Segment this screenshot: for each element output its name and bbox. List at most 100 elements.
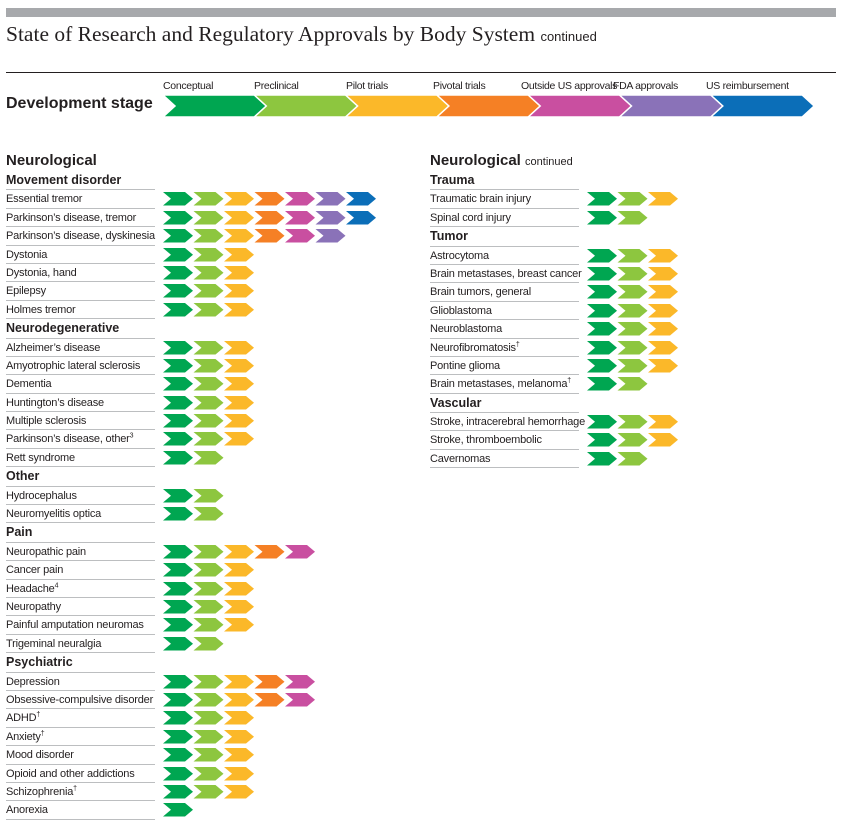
chevron-preclinical	[617, 358, 648, 373]
chevron-conceptual	[163, 229, 193, 243]
chevron-conceptual	[163, 450, 193, 465]
chevron-preclinical	[617, 415, 648, 429]
row-label: Neurofibromatosis†	[430, 339, 579, 357]
chevron-outside-us-approvals	[285, 692, 315, 707]
table-row: Neuromyelitis optica	[6, 505, 224, 524]
row-label-text: Essential tremor	[6, 193, 83, 206]
legend-segment-conceptual	[161, 94, 268, 118]
table-row: Stroke, thromboembolic	[430, 431, 678, 450]
table-row: Stroke, intracerebral hemorrhage	[430, 413, 678, 432]
chevron-conceptual	[163, 192, 193, 206]
chevron-preclinical	[193, 618, 224, 632]
chevron-pilot-trials	[648, 266, 678, 281]
stage-chevrons	[163, 284, 254, 298]
table-row: Opioid and other addictions	[6, 765, 254, 783]
row-label: Amyotrophic lateral sclerosis	[6, 357, 155, 376]
chevron-preclinical	[617, 192, 648, 206]
chevron-conceptual	[587, 358, 617, 373]
chevron-pivotal-trials	[254, 210, 285, 225]
row-label-text: Parkinson’s disease, other	[6, 433, 130, 446]
row-label-text: Cavernomas	[430, 452, 491, 465]
stage-chevrons	[587, 377, 648, 391]
stage-chevrons	[163, 229, 346, 243]
chevron-fda-approvals	[315, 229, 346, 243]
chevron-fda-approvals	[315, 192, 346, 206]
row-label-text: Painful amputation neuromas	[6, 619, 144, 632]
chevron-conceptual	[587, 192, 617, 206]
row-label-text: Pontine glioma	[430, 359, 500, 372]
stage-chevrons	[163, 766, 254, 780]
row-label-text: Glioblastoma	[430, 304, 492, 317]
stage-chevrons	[163, 247, 254, 262]
footnote-marker: 4	[54, 581, 59, 589]
chevron-conceptual	[587, 451, 617, 466]
stage-chevrons	[163, 784, 254, 799]
row-label-text: Brain tumors, general	[430, 286, 531, 299]
system-title: Neurological	[6, 151, 155, 171]
chevron-preclinical	[193, 674, 224, 689]
row-label: Neuromyelitis optica	[6, 505, 155, 524]
table-row: Rett syndrome	[6, 449, 224, 468]
system-title: Neurological continued	[430, 151, 579, 171]
chevron-preclinical	[193, 265, 224, 280]
footnote-marker: 3	[129, 432, 134, 440]
row-label: Mood disorder	[6, 746, 155, 765]
row-label: Neuropathy	[6, 598, 155, 617]
row-label-text: Neuropathic pain	[6, 545, 86, 558]
chevron-conceptual	[163, 581, 193, 596]
table-row: Huntington’s disease	[6, 394, 254, 413]
chevron-pivotal-trials	[254, 192, 285, 206]
row-label-text: Parkinson’s disease, dyskinesia	[6, 230, 155, 243]
chevron-conceptual	[163, 692, 193, 707]
table-row: Neurofibromatosis†	[430, 339, 678, 357]
chevron-preclinical	[193, 488, 224, 503]
chevron-pilot-trials	[224, 265, 254, 280]
stage-chevrons	[163, 395, 254, 410]
table-row: Traumatic brain injury	[430, 190, 678, 209]
chevron-pivotal-trials	[254, 674, 285, 689]
chevron-pilot-trials	[224, 432, 254, 446]
chevron-preclinical	[617, 340, 648, 355]
table-row: Headache4	[6, 580, 254, 598]
table-row: Parkinson’s disease, tremor	[6, 209, 376, 228]
stage-chevrons	[587, 415, 678, 429]
row-label-text: Huntington’s disease	[6, 396, 104, 409]
chevron-preclinical	[193, 563, 224, 577]
row-label: Headache4	[6, 580, 155, 598]
row-label: Glioblastoma	[430, 302, 579, 321]
group-header-other: Other	[6, 467, 155, 487]
chevron-conceptual	[163, 599, 193, 614]
row-label: Rett syndrome	[6, 449, 155, 468]
row-label: Pontine glioma	[430, 357, 579, 376]
chevron-preclinical	[193, 192, 224, 206]
legend-stage-label-outside-us-approvals: Outside US approvals	[521, 80, 618, 92]
stage-chevrons	[163, 729, 254, 744]
chevron-outside-us-approvals	[285, 229, 315, 243]
row-label-text: Anorexia	[6, 804, 48, 817]
footnote-marker: †	[40, 730, 45, 738]
row-label: Dementia	[6, 375, 155, 394]
row-label: Astrocytoma	[430, 247, 579, 265]
stage-chevrons	[587, 433, 678, 447]
row-label: Parkinson’s disease, dyskinesia	[6, 227, 155, 246]
row-label-text: Holmes tremor	[6, 303, 76, 316]
legend-stage-label-fda-approvals: FDA approvals	[613, 80, 678, 92]
chevron-preclinical	[617, 210, 648, 225]
system-title-text: Neurological	[430, 152, 521, 169]
chevron-preclinical	[193, 784, 224, 799]
chevron-outside-us-approvals	[285, 674, 315, 689]
chevron-preclinical	[193, 729, 224, 744]
table-row: Mood disorder	[6, 746, 254, 765]
row-label-text: Brain metastases, breast cancer	[430, 267, 582, 280]
chevron-conceptual	[163, 711, 193, 725]
legend-segment-pivotal-trials	[434, 94, 542, 118]
row-label-text: Dystonia	[6, 248, 48, 261]
row-label-text: Rett syndrome	[6, 451, 75, 464]
legend-segment-preclinical	[252, 94, 359, 118]
chevron-conceptual	[587, 415, 617, 429]
chevron-pilot-trials	[224, 358, 254, 373]
row-label-text: Epilepsy	[6, 285, 46, 298]
chevron-outside-us-approvals	[285, 192, 315, 206]
stage-chevrons	[163, 302, 254, 317]
row-label: ADHD†	[6, 709, 155, 728]
